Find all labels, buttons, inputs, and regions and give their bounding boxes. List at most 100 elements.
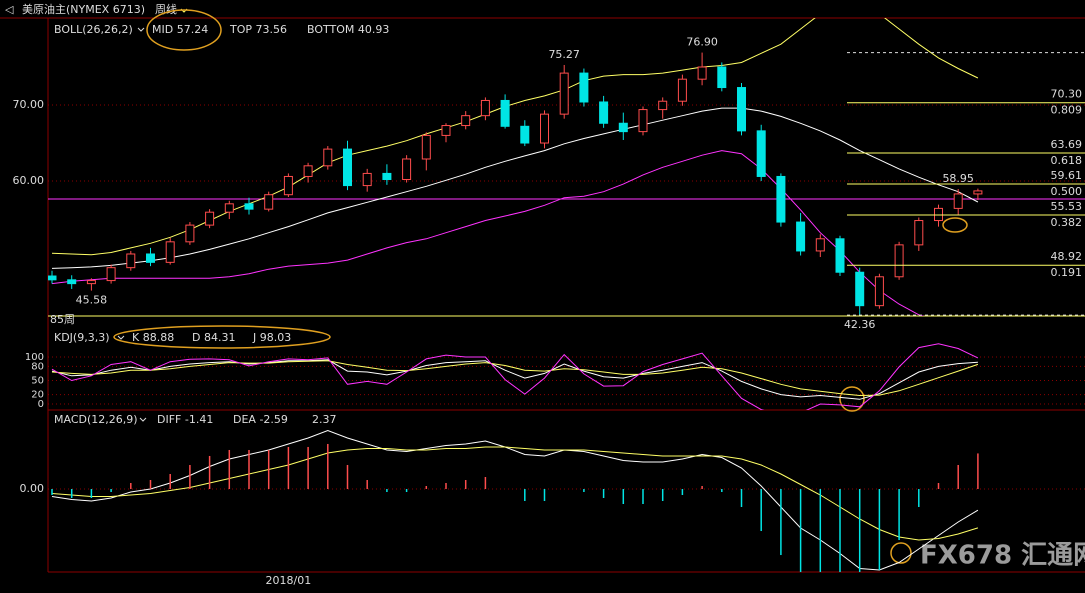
y-tick-label: 0 [38,399,44,410]
candle-body [559,72,569,115]
candle-body [224,203,234,213]
fib-ratio: 0.618 [1051,154,1083,167]
y-tick-label: 60.00 [13,174,45,187]
high-label: 58.95 [942,172,974,185]
candle-body [855,271,865,307]
candle-body [402,158,412,181]
panel [48,18,1085,316]
fib-ratio: 0.500 [1051,185,1083,198]
candle-body [421,134,431,160]
indicator-label: BOLL(26,26,2) [54,23,133,36]
high-label: 75.27 [548,48,580,61]
legend-entry: BOTTOM 40.93 [307,23,389,36]
indicator-dropdown [139,417,147,422]
legend-entry: DIFF -1.41 [157,413,213,426]
indicator-dropdown [137,27,145,32]
legend-entry: J 98.03 [252,331,291,344]
fib-price: 59.61 [1051,169,1083,182]
low-label: 45.58 [76,294,108,307]
back-icon[interactable]: ◁ [5,3,14,16]
fib-ratio: 0.191 [1051,266,1083,279]
fib-price: 48.92 [1051,250,1083,263]
fib-ratio: 0.382 [1051,216,1083,229]
legend-entry: D 84.31 [192,331,235,344]
indicator-dropdown [117,335,125,340]
candle-body [146,253,155,263]
candle-body [914,220,924,246]
candle-body [599,101,609,124]
panel [48,343,1085,410]
candle-body [540,113,549,144]
candle-body [185,224,195,243]
series-line [51,343,979,410]
candle-body [717,66,727,89]
candle-body [244,203,254,210]
watermark: FX678 汇通网 [920,541,1085,571]
series-line [51,429,979,571]
candle-body [894,244,904,278]
candle-body [303,165,313,177]
candle-body [264,194,274,210]
candle-body [618,122,628,133]
candle-body [106,267,116,282]
candle-body [441,125,451,136]
y-tick-label: 80 [31,361,44,372]
series-line [51,360,979,397]
fib-price: 70.30 [1051,88,1083,101]
series-line [51,359,978,400]
candle-body [461,115,471,127]
y-tick-label: 20 [31,390,44,401]
series-line [51,150,925,316]
span-label: 85周 [50,313,75,326]
annotations [113,9,968,564]
candle-body [835,238,845,273]
candle-body [934,207,943,222]
high-label: 76.90 [686,36,718,49]
candle-body [756,130,766,177]
y-tick-label: 100 [25,352,44,363]
candle-body [205,211,215,226]
title: 美原油主(NYMEX 6713) [22,2,145,16]
candle-body [480,99,490,117]
y-tick-label: 70.00 [13,98,45,111]
candle-body [874,276,884,307]
candle-body [579,72,589,103]
candle-body [48,275,57,281]
panel [48,429,1085,572]
y-tick-label: 50 [31,375,44,386]
candle-body [658,100,668,111]
candle-body [165,241,175,263]
fib-price: 63.69 [1051,138,1083,151]
legend-entry: MID 57.24 [152,23,208,36]
candle-body [323,148,333,167]
series-line [51,446,979,541]
candle-body [677,78,687,102]
candle-body [737,87,746,132]
candle-body [520,125,530,144]
candle-body [776,175,786,223]
series-line [51,107,979,269]
candle-body [362,172,372,187]
legend-entry: K 88.88 [132,331,174,344]
low-label: 42.36 [844,318,876,331]
candle-body [697,66,707,80]
candle-body [86,280,96,285]
candle-body [815,238,825,252]
fib-ratio: 0.809 [1051,104,1083,117]
candle-body [973,190,983,195]
indicator-label: KDJ(9,3,3) [54,331,110,344]
candle-body [126,253,136,269]
legend-entry: 2.37 [312,413,337,426]
indicator-label: MACD(12,26,9) [54,413,138,426]
candle-body [953,193,963,209]
candle-body [638,109,648,133]
frame [0,17,1085,573]
period[interactable]: 周线 [155,2,177,16]
candle-body [796,221,806,252]
y-tick-label: 0.00 [20,482,45,495]
fib-price: 55.53 [1051,200,1083,213]
candle-body [283,175,293,196]
candle-body [343,148,352,187]
